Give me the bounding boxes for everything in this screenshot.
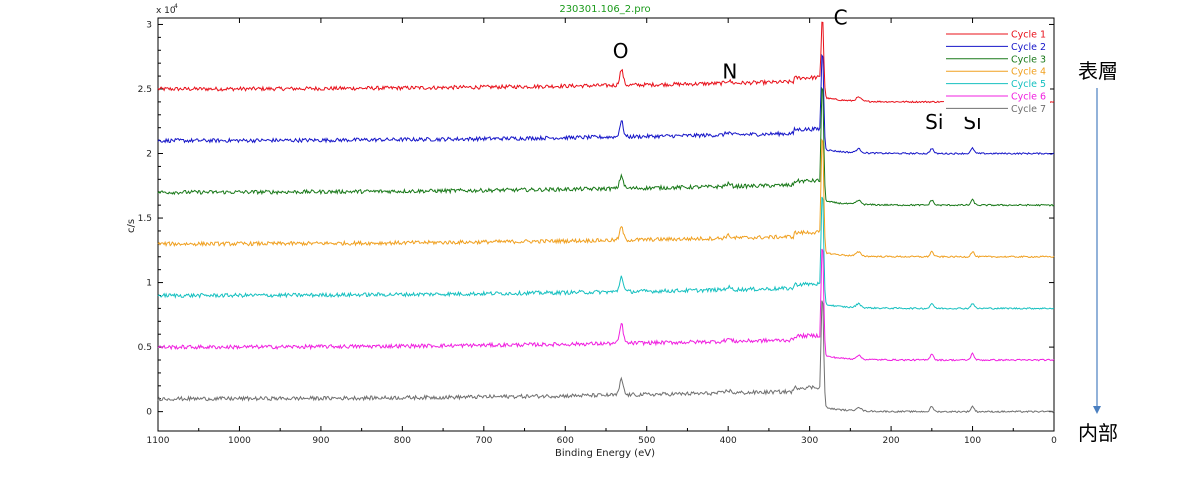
annotation-si: Si: [925, 110, 943, 134]
series-line-cycle-4: [157, 138, 1055, 259]
annotation-o: O: [613, 39, 629, 63]
legend-item-label: Cycle 7: [1011, 104, 1046, 115]
plot-frame: [157, 17, 1055, 432]
x-tick-label: 1000: [228, 436, 251, 446]
series-line-cycle-7: [157, 300, 1055, 414]
x-tick-label: 900: [312, 436, 329, 446]
y-tick-label: 2: [146, 150, 152, 160]
series-line-cycle-2: [157, 53, 1055, 156]
legend-item-label: Cycle 5: [1011, 79, 1046, 90]
x-tick-label: 600: [557, 436, 574, 446]
x-tick-label: 100: [964, 436, 981, 446]
y-tick-label: 3: [146, 20, 152, 30]
x-tick-label: 700: [475, 436, 492, 446]
y-tick-label: 1.5: [138, 214, 152, 224]
legend-item-label: Cycle 3: [1011, 54, 1046, 65]
legend-item-label: Cycle 1: [1011, 30, 1046, 41]
x-tick-label: 800: [394, 436, 411, 446]
legend-item-label: Cycle 6: [1011, 92, 1046, 103]
side-label-bottom: 内部: [1078, 421, 1118, 445]
x-tick-label: 200: [882, 436, 899, 446]
y-tick-label: 1: [146, 279, 152, 289]
x-tick-label: 500: [638, 436, 655, 446]
series-group: [157, 21, 1055, 414]
y-multiplier: x 10 4: [156, 3, 178, 16]
x-axis: 1100 1000 900 800 700 600 500 400 300 200 100 0: [147, 18, 1057, 446]
series-line-cycle-5: [157, 196, 1055, 310]
y-axis-label: c/s: [126, 219, 137, 233]
y-tick-label: 0: [146, 408, 152, 418]
y-tick-label: 2.5: [138, 85, 152, 95]
series-line-cycle-1: [157, 21, 1055, 104]
x-tick-label: 400: [720, 436, 737, 446]
svg-text:4: 4: [174, 3, 178, 10]
legend-item-label: Cycle 2: [1011, 42, 1046, 53]
x-tick-label: 300: [801, 436, 818, 446]
side-label-top: 表層: [1078, 59, 1118, 83]
x-axis-label: Binding Energy (eV): [555, 448, 655, 459]
chart-title: 230301.106_2.pro: [559, 4, 650, 15]
depth-arrow-head: [1093, 406, 1101, 414]
legend-item-label: Cycle 4: [1011, 67, 1046, 78]
series-line-cycle-3: [157, 86, 1055, 207]
depth-indicator: 表層 内部: [1078, 59, 1118, 445]
series-line-cycle-6: [157, 248, 1055, 362]
svg-text:x 10: x 10: [156, 6, 176, 16]
x-tick-label: 0: [1051, 436, 1057, 446]
y-tick-label: 0.5: [138, 343, 152, 353]
y-axis: 0 0.5 1 1.5 2 2.5 3: [138, 20, 1054, 418]
annotation-c: C: [834, 5, 848, 29]
x-tick-label: 1100: [147, 436, 170, 446]
annotation-n: N: [722, 60, 737, 84]
